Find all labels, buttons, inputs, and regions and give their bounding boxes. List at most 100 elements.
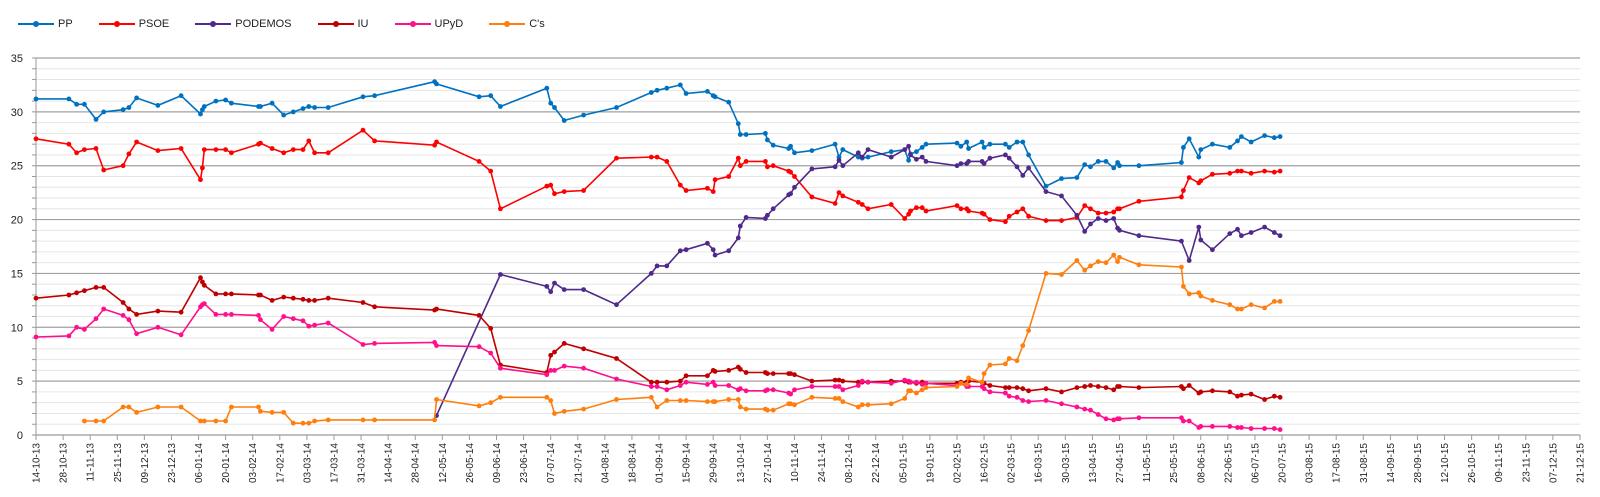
- data-point: [1227, 389, 1233, 395]
- data-point: [1271, 169, 1277, 175]
- x-tick-label: 06-07-15: [1250, 443, 1261, 483]
- data-point: [902, 147, 908, 153]
- data-point: [958, 206, 964, 212]
- data-point: [1196, 154, 1202, 160]
- data-point: [269, 298, 275, 303]
- legend-label: C's: [529, 18, 545, 30]
- data-point: [1026, 388, 1031, 394]
- data-point: [954, 384, 960, 389]
- data-point: [290, 109, 296, 115]
- data-point: [498, 104, 503, 109]
- y-tick-label: 5: [17, 376, 23, 388]
- data-point: [855, 383, 861, 388]
- data-point: [548, 182, 554, 188]
- data-point: [561, 189, 567, 195]
- data-point: [981, 145, 987, 150]
- data-point: [770, 371, 776, 376]
- data-point: [198, 418, 203, 424]
- data-point: [476, 403, 482, 409]
- data-point: [1003, 361, 1008, 367]
- data-point: [1227, 231, 1233, 237]
- data-point: [737, 163, 743, 169]
- series-upyd: [33, 301, 1283, 432]
- data-point: [966, 159, 971, 164]
- data-point: [325, 417, 331, 423]
- data-point: [677, 383, 683, 388]
- data-point: [1198, 424, 1204, 429]
- data-point: [1043, 271, 1049, 276]
- data-point: [290, 147, 296, 153]
- data-point: [654, 154, 660, 160]
- data-point: [958, 143, 964, 149]
- data-point: [178, 146, 184, 151]
- data-point: [1239, 168, 1244, 174]
- data-point: [770, 206, 776, 212]
- legend-label: UPyD: [434, 18, 464, 30]
- data-point: [735, 155, 741, 161]
- data-point: [712, 369, 718, 374]
- data-point: [683, 379, 689, 385]
- data-point: [1095, 159, 1101, 164]
- data-point: [1210, 171, 1215, 177]
- data-point: [865, 147, 871, 153]
- data-point: [1136, 233, 1142, 239]
- data-point: [1198, 389, 1204, 395]
- data-point: [82, 147, 87, 153]
- data-point: [677, 248, 683, 254]
- data-point: [1059, 218, 1064, 224]
- data-point: [1103, 385, 1109, 390]
- data-point: [664, 387, 670, 393]
- data-point: [677, 398, 683, 403]
- data-point: [488, 400, 494, 406]
- data-point: [726, 397, 732, 402]
- data-point: [809, 166, 815, 172]
- data-point: [683, 91, 689, 96]
- data-point: [1006, 155, 1012, 161]
- data-point: [1111, 252, 1117, 258]
- x-tick-label: 14-10-13: [32, 443, 43, 483]
- data-point: [1248, 302, 1254, 308]
- data-point: [987, 389, 993, 395]
- data-point: [648, 90, 654, 95]
- data-point: [82, 327, 87, 332]
- x-tick-label: 22-12-14: [871, 443, 882, 483]
- y-tick-label: 0: [17, 430, 23, 442]
- data-point: [1196, 224, 1202, 230]
- x-tick-label: 09-12-13: [140, 443, 151, 483]
- data-point: [1271, 393, 1277, 399]
- data-point: [737, 366, 743, 372]
- data-point: [269, 327, 275, 332]
- data-point: [544, 284, 550, 289]
- data-point: [561, 118, 567, 123]
- data-point: [1277, 299, 1283, 304]
- x-tick-label: 18-08-14: [627, 443, 638, 483]
- data-point: [919, 145, 925, 150]
- data-point: [1014, 164, 1020, 170]
- data-point: [552, 349, 557, 355]
- data-point: [737, 404, 743, 410]
- data-point: [74, 324, 79, 330]
- data-point: [648, 384, 654, 389]
- data-point: [306, 104, 312, 109]
- data-point: [258, 317, 263, 323]
- x-tick-label: 21-07-14: [573, 443, 584, 483]
- data-point: [1103, 416, 1109, 422]
- x-tick-label: 09-06-14: [492, 443, 503, 483]
- data-point: [654, 404, 660, 410]
- data-point: [476, 94, 482, 100]
- data-point: [101, 167, 107, 173]
- series-iu: [33, 275, 1283, 402]
- x-tick-label: 14-04-14: [384, 443, 395, 483]
- legend-marker-icon: [98, 21, 135, 27]
- data-point: [888, 154, 894, 160]
- data-point: [859, 402, 865, 408]
- data-point: [281, 150, 287, 156]
- data-point: [312, 418, 317, 424]
- x-tick-label: 23-06-14: [519, 443, 530, 483]
- data-point: [614, 155, 619, 161]
- data-point: [1179, 194, 1184, 200]
- data-point: [902, 396, 908, 401]
- data-point: [1239, 392, 1244, 398]
- data-point: [654, 87, 660, 93]
